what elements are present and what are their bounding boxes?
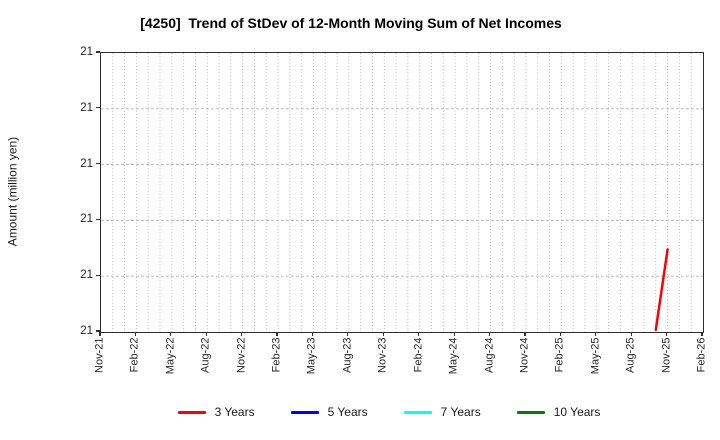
legend-line-swatch xyxy=(403,410,432,414)
y-tick-label: 21 xyxy=(80,101,93,114)
x-tick-label: Nov-23 xyxy=(376,337,389,373)
x-tick-mark xyxy=(276,332,278,336)
x-tick-label: Feb-22 xyxy=(128,337,141,372)
x-tick-mark xyxy=(241,332,243,336)
y-tick-mark xyxy=(96,163,100,165)
y-tick-mark xyxy=(96,274,100,276)
legend-line-swatch xyxy=(516,410,545,414)
x-tick-mark xyxy=(630,332,632,336)
x-tick-mark xyxy=(488,332,491,336)
y-tick-label: 21 xyxy=(80,213,93,226)
plot-area xyxy=(100,52,704,333)
legend-label: 10 Years xyxy=(553,405,601,419)
x-tick-label: Feb-25 xyxy=(553,337,566,372)
x-tick-mark xyxy=(559,332,561,336)
series-line-3-years xyxy=(654,248,669,332)
x-tick-label: Aug-22 xyxy=(199,337,212,373)
legend-item-3-years: 3 Years xyxy=(177,405,255,419)
legend-item-7-years: 7 Years xyxy=(403,405,481,419)
x-tick-mark xyxy=(453,332,455,336)
y-tick-mark xyxy=(96,107,100,109)
gridlines-layer xyxy=(101,53,703,332)
x-tick-label: Feb-23 xyxy=(270,337,283,372)
x-tick-label: Feb-24 xyxy=(412,337,425,372)
x-tick-mark xyxy=(524,332,526,336)
x-tick-mark xyxy=(311,332,314,336)
legend-item-10-years: 10 Years xyxy=(516,405,601,419)
y-axis-label: Amount (million yen) xyxy=(5,136,20,247)
x-tick-label: May-24 xyxy=(447,337,460,374)
y-tick-mark xyxy=(96,330,100,332)
legend-item-5-years: 5 Years xyxy=(290,405,368,419)
x-tick-mark xyxy=(701,332,703,336)
legend-label: 3 Years xyxy=(214,405,255,419)
x-tick-label: Nov-24 xyxy=(518,337,531,373)
x-tick-label: Aug-23 xyxy=(341,337,354,373)
x-tick-label: Aug-25 xyxy=(624,337,637,373)
x-tick-mark xyxy=(418,332,420,336)
x-tick-label: May-25 xyxy=(589,337,602,374)
x-tick-mark xyxy=(382,332,384,336)
x-tick-label: Feb-26 xyxy=(695,337,708,372)
x-tick-mark xyxy=(134,332,136,336)
x-tick-mark xyxy=(99,332,101,336)
y-tick-mark xyxy=(96,218,100,220)
legend-line-swatch xyxy=(290,410,319,414)
x-tick-mark xyxy=(595,332,597,336)
x-tick-mark xyxy=(170,332,172,336)
x-tick-mark xyxy=(347,332,349,336)
legend-label: 5 Years xyxy=(327,405,368,419)
x-tick-label: Aug-24 xyxy=(483,337,496,373)
y-tick-label: 21 xyxy=(80,157,93,170)
y-tick-label: 21 xyxy=(80,269,93,282)
legend: 3 Years 5 Years 7 Years 10 Years xyxy=(0,401,720,423)
x-tick-label: Nov-22 xyxy=(235,337,248,373)
x-tick-mark xyxy=(205,332,207,336)
legend-line-swatch xyxy=(177,410,206,414)
legend-label: 7 Years xyxy=(440,405,481,419)
x-tick-label: May-22 xyxy=(164,337,177,374)
x-tick-label: Nov-25 xyxy=(660,337,673,373)
y-tick-mark xyxy=(96,51,100,53)
x-tick-label: May-23 xyxy=(305,337,318,374)
x-tick-label: Nov-21 xyxy=(93,337,106,373)
chart-title: [4250] Trend of StDev of 12-Month Moving… xyxy=(140,15,562,31)
series-layer xyxy=(654,248,669,332)
y-tick-label: 21 xyxy=(80,325,93,337)
x-tick-mark xyxy=(665,332,668,336)
y-tick-label: 21 xyxy=(80,46,93,58)
